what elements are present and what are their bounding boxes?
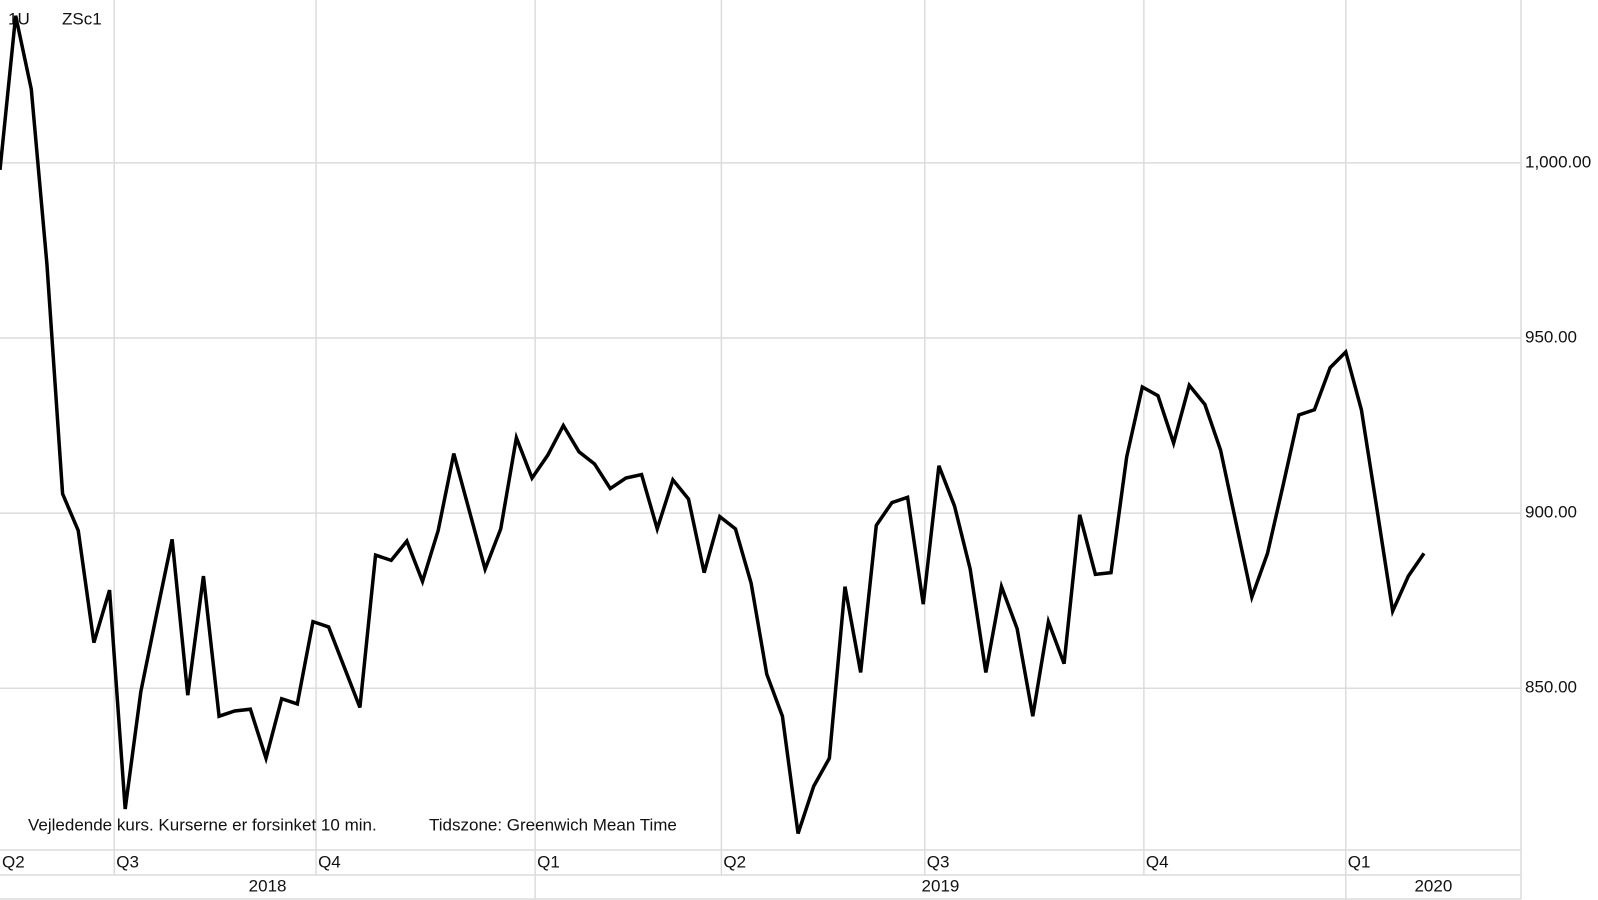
x-tick-label: Q1 — [1348, 852, 1371, 871]
x-tick-label: Q3 — [116, 852, 139, 871]
price-line — [0, 15, 1426, 835]
year-label: 2018 — [249, 876, 287, 895]
y-tick-label: 1,000.00 — [1525, 152, 1591, 171]
year-label: 2020 — [1414, 876, 1452, 895]
x-tick-label: Q2 — [723, 852, 746, 871]
x-tick-label: Q4 — [1146, 852, 1169, 871]
x-tick-label: Q2 — [2, 852, 25, 871]
y-tick-label: 900.00 — [1525, 503, 1577, 522]
x-tick-label: Q4 — [318, 852, 341, 871]
x-tick-label: Q3 — [927, 852, 950, 871]
x-tick-label: Q1 — [537, 852, 560, 871]
note: Vejledende kurs. Kurserne er forsinket 1… — [28, 815, 377, 834]
note: Tidszone: Greenwich Mean Time — [429, 815, 677, 834]
year-label: 2019 — [922, 876, 960, 895]
y-tick-label: 850.00 — [1525, 678, 1577, 697]
instrument-label: ZSc1 — [62, 9, 102, 28]
y-tick-label: 950.00 — [1525, 327, 1577, 346]
